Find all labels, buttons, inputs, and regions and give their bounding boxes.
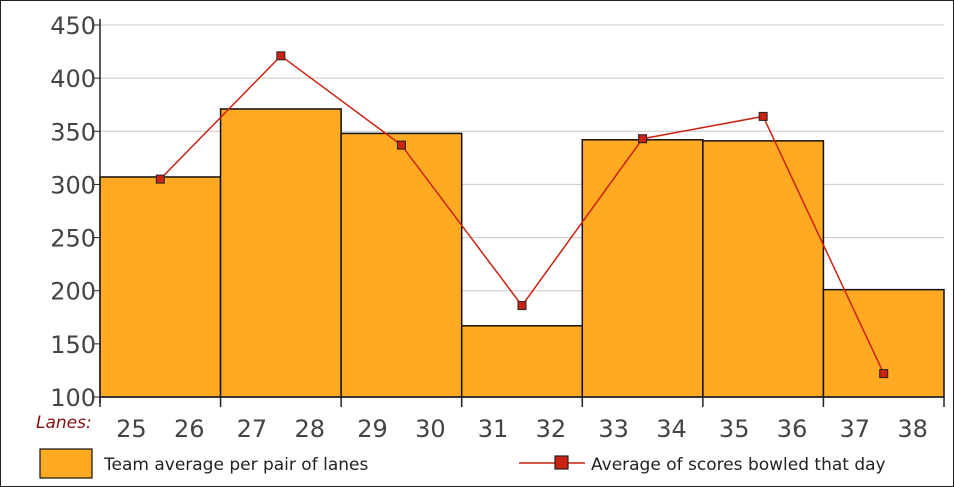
bar-27-28 bbox=[219, 108, 342, 398]
bar-31-32 bbox=[460, 325, 584, 398]
legend-line-marker bbox=[554, 455, 569, 470]
lane-label-34: 34 bbox=[656, 415, 687, 443]
line-point-37-38 bbox=[879, 369, 889, 379]
line-series bbox=[155, 51, 889, 379]
lane-label-31: 31 bbox=[478, 415, 509, 443]
lane-label-27: 27 bbox=[237, 415, 268, 443]
bar-29-30 bbox=[340, 132, 463, 398]
bar-37-38 bbox=[822, 288, 945, 398]
lane-label-29: 29 bbox=[357, 415, 388, 443]
lane-label-25: 25 bbox=[116, 415, 147, 443]
y-tick-label: 250 bbox=[50, 225, 96, 253]
lane-label-26: 26 bbox=[174, 415, 205, 443]
legend-line-label: Average of scores bowled that day bbox=[591, 455, 886, 475]
lane-label-35: 35 bbox=[719, 415, 750, 443]
y-tick-label: 150 bbox=[50, 331, 96, 359]
y-tick-label: 350 bbox=[50, 118, 96, 146]
y-tick-label: 300 bbox=[50, 171, 96, 199]
line-point-27-28 bbox=[276, 51, 286, 61]
bar-series bbox=[99, 108, 945, 398]
line-point-25-26 bbox=[155, 174, 165, 184]
lane-label-30: 30 bbox=[415, 415, 446, 443]
lane-label-33: 33 bbox=[598, 415, 629, 443]
y-tick-label: 450 bbox=[50, 12, 96, 40]
lane-label-37: 37 bbox=[840, 415, 871, 443]
axes: 100 150 200 250 300 350 400 450 bbox=[50, 12, 945, 412]
bar-25-26 bbox=[99, 176, 222, 398]
lane-label-38: 38 bbox=[897, 415, 928, 443]
line-point-29-30 bbox=[396, 140, 406, 150]
y-tick-label: 400 bbox=[50, 65, 96, 93]
legend-bar-label: Team average per pair of lanes bbox=[103, 455, 368, 475]
line-point-35-36 bbox=[758, 111, 768, 121]
bar-33-34 bbox=[581, 139, 704, 398]
lanes-prefix-label: Lanes: bbox=[36, 413, 92, 433]
bar-35-36 bbox=[702, 140, 825, 398]
legend-bar-swatch bbox=[39, 448, 93, 479]
y-tick-label: 200 bbox=[50, 278, 96, 306]
line-point-33-34 bbox=[638, 134, 648, 144]
y-tick-label: 100 bbox=[50, 384, 96, 412]
lane-label-36: 36 bbox=[777, 415, 808, 443]
x-tick-labels: 25 26 27 28 29 30 31 32 33 34 35 36 37 38 Lanes: bbox=[36, 413, 928, 443]
lane-label-32: 32 bbox=[536, 415, 567, 443]
lane-label-28: 28 bbox=[295, 415, 326, 443]
legend: Team average per pair of lanes Average of… bbox=[39, 448, 886, 479]
line-point-31-32 bbox=[517, 301, 527, 311]
